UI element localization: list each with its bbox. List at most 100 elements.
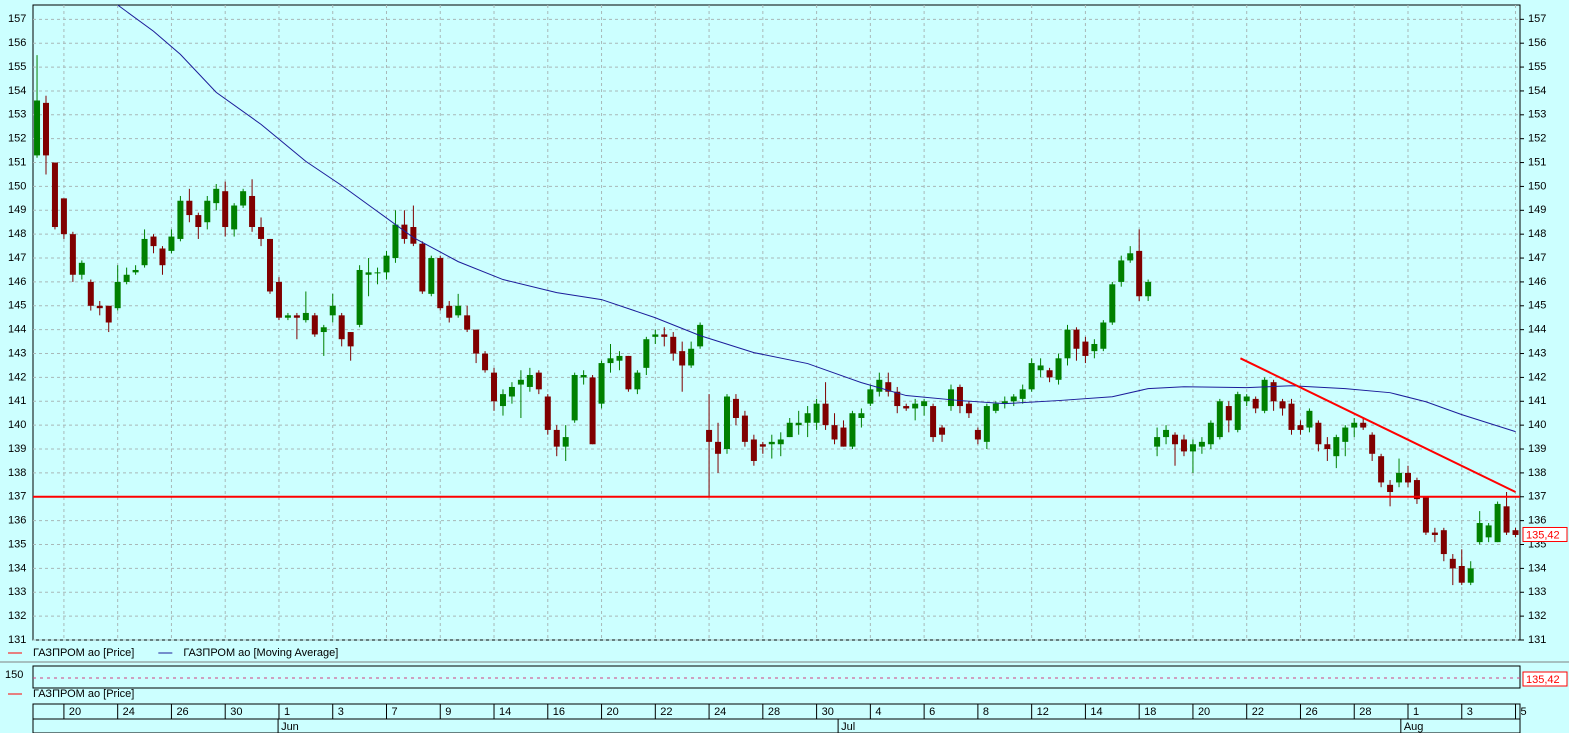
y-tick-label: 145 [1528,300,1546,312]
y-tick-label: 144 [1528,324,1546,336]
candle-body [1494,503,1501,543]
candle-body [956,386,963,407]
candle-body [974,429,981,440]
candle-body [607,358,614,364]
y-tick-label: 140 [1528,419,1546,431]
candle-body [186,200,193,216]
y-tick-label: 153 [8,109,26,121]
y-tick-label: 138 [1528,467,1546,479]
candle-body [249,195,256,228]
candle-body [1512,530,1519,535]
candle-body [992,403,999,411]
candle-body [1369,434,1376,454]
candle-body [580,375,587,378]
candle-body [1154,437,1161,447]
candle-body [930,406,937,438]
x-tick-label: 3 [1467,706,1473,718]
y-tick-label: 154 [8,85,26,97]
candle-body [1189,444,1196,452]
candle-body [723,396,730,450]
y-tick-label: 148 [1528,228,1546,240]
y-tick-label: 131 [8,634,26,646]
candle-body [150,236,157,247]
candle-body [670,336,677,354]
candle-body [1351,422,1358,428]
candle-body [240,191,247,206]
candle-body [482,353,489,371]
candle-body [786,422,793,438]
y-tick-label: 141 [8,395,26,407]
y-tick-label: 150 [8,180,26,192]
candle-body [1163,429,1170,438]
y-tick-label: 136 [8,515,26,527]
candle-body [1270,382,1277,402]
x-tick-label: 22 [1252,706,1264,718]
candle-body [69,234,76,275]
y-tick-label: 144 [8,324,26,336]
y-tick-label: 139 [1528,443,1546,455]
candle-body [78,262,85,275]
candle-body [1010,396,1017,402]
x-tick-label: 26 [1305,706,1317,718]
candle-body [320,327,327,333]
candle-body [759,444,766,447]
candle-body [105,305,112,323]
candle-body [114,281,121,309]
candle-body [831,425,838,440]
candle-body [1440,530,1447,555]
y-tick-label: 133 [1528,586,1546,598]
candle-body [60,198,67,235]
candle-body [231,205,238,230]
candle-body [392,224,399,259]
candle-body [634,372,641,390]
x-tick-label: 30 [822,706,834,718]
candle-body [1064,329,1071,359]
last-price-label: 135,42 [1526,529,1560,541]
y-tick-label: 143 [1528,347,1546,359]
candle-body [34,100,41,156]
candle-body [1449,558,1456,569]
y-tick-label: 155 [1528,61,1546,73]
candle-body [939,427,946,435]
candle-body [643,339,650,368]
candle-body [1288,403,1295,430]
candle-body [661,334,668,337]
candle-body [258,227,265,239]
moving-average [117,5,1516,433]
candle-body [419,243,426,292]
candle-body [374,272,381,274]
candle-body [132,269,139,273]
y-tick-label: 151 [8,156,26,168]
y-tick-label: 137 [8,491,26,503]
candle-body [1243,396,1250,402]
y-tick-label: 132 [1528,610,1546,622]
candle-body [849,413,856,447]
candle-body [1413,480,1420,500]
candle-body [1315,422,1322,445]
candle-body [813,403,820,423]
plot-area [32,4,1521,641]
candle-body [741,415,748,442]
candle-body [589,377,596,445]
candle-body [42,102,49,156]
x-tick-label: 1 [284,706,290,718]
candle-body [293,315,300,318]
y-tick-label: 154 [1528,85,1546,97]
y-tick-label: 141 [1528,395,1546,407]
candle-body [553,429,560,447]
candle-body [715,441,722,454]
x-tick-label: 24 [123,706,135,718]
candle-body [51,162,58,228]
trendline [1239,357,1516,493]
y-tick-label: 145 [8,300,26,312]
x-tick-label: 16 [553,706,565,718]
candle-body [1252,398,1259,409]
candle-body [625,355,632,390]
candle-body [1109,284,1116,323]
candle-body [894,391,901,407]
candle-body [1324,444,1331,450]
x-tick-label: 28 [768,706,780,718]
candle-body [141,238,148,266]
y-tick-label: 157 [8,13,26,25]
